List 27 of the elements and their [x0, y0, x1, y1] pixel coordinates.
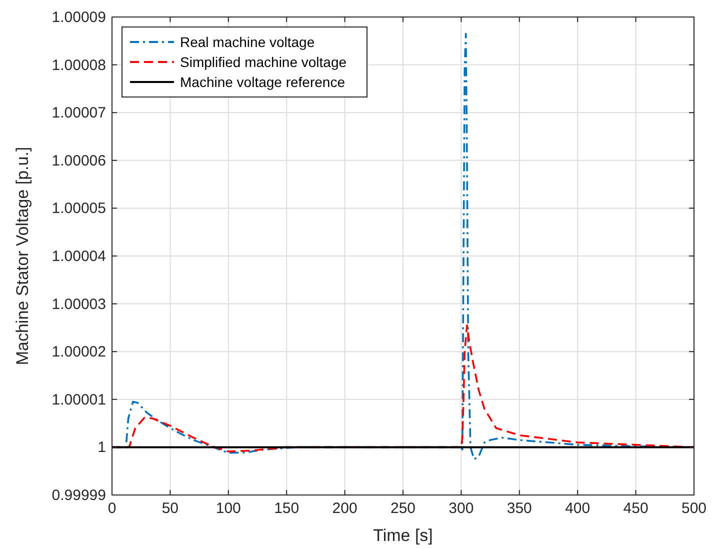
x-tick-label: 250: [390, 500, 416, 517]
legend-label: Real machine voltage: [180, 34, 315, 50]
x-tick-label: 100: [216, 500, 241, 517]
y-tick-label: 1.00004: [52, 248, 106, 265]
x-tick-label: 150: [274, 500, 300, 517]
x-tick-label: 350: [506, 500, 532, 517]
legend-label: Machine voltage reference: [180, 74, 346, 90]
x-tick-label: 400: [565, 500, 590, 517]
x-tick-label: 450: [623, 500, 648, 517]
x-tick-label: 500: [681, 500, 707, 517]
y-tick-label: 1.00006: [52, 152, 106, 170]
x-axis-title: Time [s]: [373, 526, 433, 545]
y-tick-label: 1.00007: [52, 104, 106, 122]
y-tick-label: 0.99999: [52, 487, 106, 504]
x-tick-label: 0: [108, 500, 116, 517]
y-tick-label: 1.00008: [52, 56, 106, 74]
y-axis-title: Machine Stator Voltage [p.u.]: [13, 146, 32, 366]
y-tick-label: 1: [98, 439, 106, 456]
legend-label: Simplified machine voltage: [180, 54, 347, 70]
y-tick-label: 1.00001: [52, 391, 106, 408]
y-tick-label: 1.00002: [52, 344, 106, 361]
y-tick-label: 1.00003: [52, 296, 106, 313]
y-tick-label: 1.00009: [52, 9, 106, 26]
x-tick-label: 200: [332, 500, 358, 517]
y-tick-label: 1.00005: [52, 200, 106, 218]
x-tick-label: 300: [448, 500, 474, 517]
x-tick-label: 50: [162, 500, 179, 517]
